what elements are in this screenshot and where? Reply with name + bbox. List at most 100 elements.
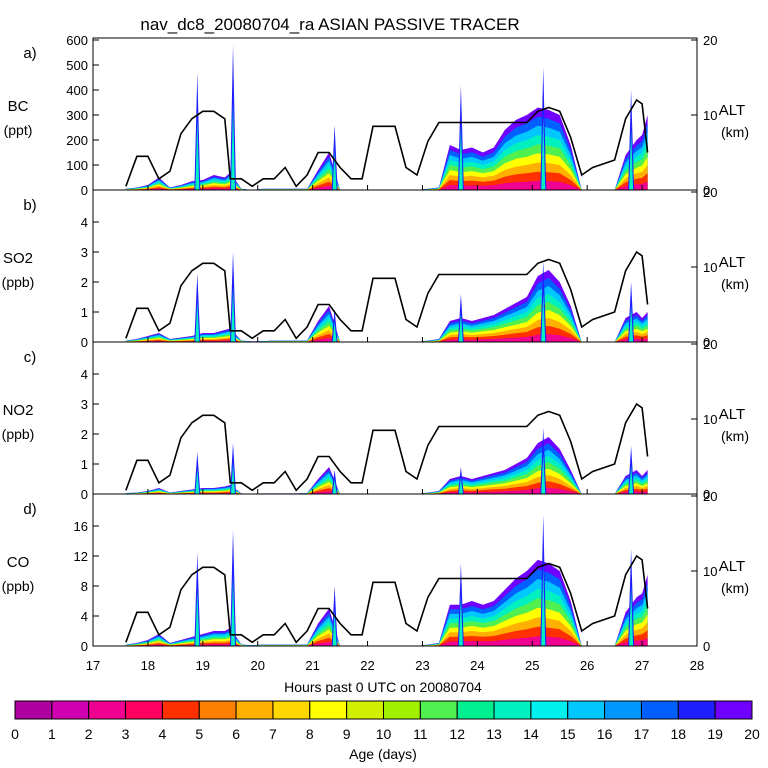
spike-inner [541,567,546,646]
panels-group: 010020030040050060001020a)BC(ppt)ALT(km)… [2,33,749,673]
colorbar-tick-label: 8 [306,726,314,742]
colorbar-swatch [419,700,458,720]
alt-tick-label: 20 [703,489,717,504]
spike-inner [332,479,337,494]
age-band-area [125,180,648,190]
panel-so2: 0 1 2 3 4 0 10 20 b) SO2 (ppb) ALT (km) [2,185,749,350]
alt-unit: (km) [721,124,749,140]
alt-label: ALT [719,102,745,119]
colorbar-tick-label: 14 [523,726,539,742]
y-tick-label: 0 [81,487,88,502]
alt-tick-label: 0 [703,183,710,198]
colorbar-swatch [272,700,311,720]
spike-inner [629,130,634,190]
alt-tick-label: 0 [703,487,710,502]
y-tick-label: 200 [66,133,88,148]
colorbar-tick-label: 20 [744,726,760,742]
x-tick-label: 19 [196,658,210,673]
spike-inner [629,465,634,494]
alt-tick-label: 10 [703,564,717,579]
y-tick-label: 2 [81,275,88,290]
y-tick-label: 16 [74,519,88,534]
age-band-area [125,636,648,646]
alt-unit: (km) [721,276,749,292]
species-unit: (ppt) [4,122,33,138]
spike-inner [541,116,546,190]
panel-no2: 0 1 2 3 4 0 10 20 c) NO2 (ppb) ALT (km) [2,337,749,502]
y-tick-label: 12 [74,549,88,564]
y-tick-label: 300 [66,108,88,123]
spike-inner [629,587,634,646]
spike-inner [458,313,463,342]
x-tick-label: 28 [690,658,704,673]
colorbar-tick-label: 10 [376,726,392,742]
altitude-line [125,98,649,188]
spike-inner [231,103,236,190]
spike-inner [332,322,337,342]
colorbar-tick-label: 17 [634,726,650,742]
panel-letter: c) [24,349,37,366]
panel-co: 0 4 8 12 16 0 10 20 d) CO (ppb) ALT (km) [2,489,749,654]
species-unit: (ppb) [2,578,35,594]
alt-tick-label: 10 [703,412,717,427]
colorbar-swatch [235,700,274,720]
colorbar-label: Age (days) [349,746,417,762]
y-tick-label: 0 [81,183,88,198]
alt-label: ALT [719,254,745,271]
x-tick-label: 23 [415,658,429,673]
colorbar-tick-label: 12 [449,726,465,742]
alt-tick-label: 0 [703,335,710,350]
colorbar-swatch [640,700,679,720]
spike-inner [195,589,200,646]
alt-tick-label: 10 [703,108,717,123]
altitude-line [125,554,649,644]
colorbar-swatch [383,700,421,720]
x-tick-label: 17 [86,658,100,673]
colorbar-tick-label: 1 [48,726,56,742]
altitude-line [125,250,649,340]
alt-tick-label: 10 [703,260,717,275]
y-tick-label: 1 [81,457,88,472]
alt-unit: (km) [721,428,749,444]
x-axis-label: Hours past 0 UTC on 20080704 [284,679,482,695]
colorbar-swatch [309,700,348,720]
spike-inner [231,288,236,342]
colorbar-tick-label: 13 [486,726,502,742]
colorbar-swatch [530,700,569,720]
x-tick-label: 26 [580,658,594,673]
panel-letter: d) [23,501,36,518]
colorbar-tick-label: 2 [85,726,93,742]
chart-title: nav_dc8_20080704_ra ASIAN PASSIVE TRACER [140,15,519,34]
panel-frame [92,189,698,343]
y-tick-label: 4 [81,609,88,624]
alt-unit: (km) [721,580,749,596]
colorbar-swatch [346,700,384,720]
y-tick-label: 3 [81,397,88,412]
colorbar-swatch [51,700,90,720]
y-tick-label: 0 [81,639,88,654]
panel-letter: b) [23,197,36,214]
colorbar-tick-label: 15 [560,726,576,742]
spike-inner [332,610,337,646]
species-label: CO [7,554,30,571]
x-tick-label: 27 [635,658,649,673]
alt-tick-label: 20 [703,337,717,352]
y-tick-label: 2 [81,427,88,442]
panel-frame [92,37,698,191]
colorbar-tick-label: 11 [413,726,428,742]
y-tick-label: 8 [81,579,88,594]
x-tick-label: 18 [141,658,155,673]
spike-inner [541,454,546,494]
y-tick-label: 3 [81,245,88,260]
colorbar-swatch [88,700,127,720]
colorbar-tick-label: 9 [343,726,351,742]
y-tick-label: 4 [81,367,88,382]
colorbar-swatch [125,700,163,720]
colorbar-swatch [161,700,200,720]
spike-inner [458,127,463,190]
altitude-line [125,402,649,492]
colorbar-swatch [677,700,716,720]
y-tick-label: 400 [66,83,88,98]
colorbar-tick-label: 19 [707,726,723,742]
